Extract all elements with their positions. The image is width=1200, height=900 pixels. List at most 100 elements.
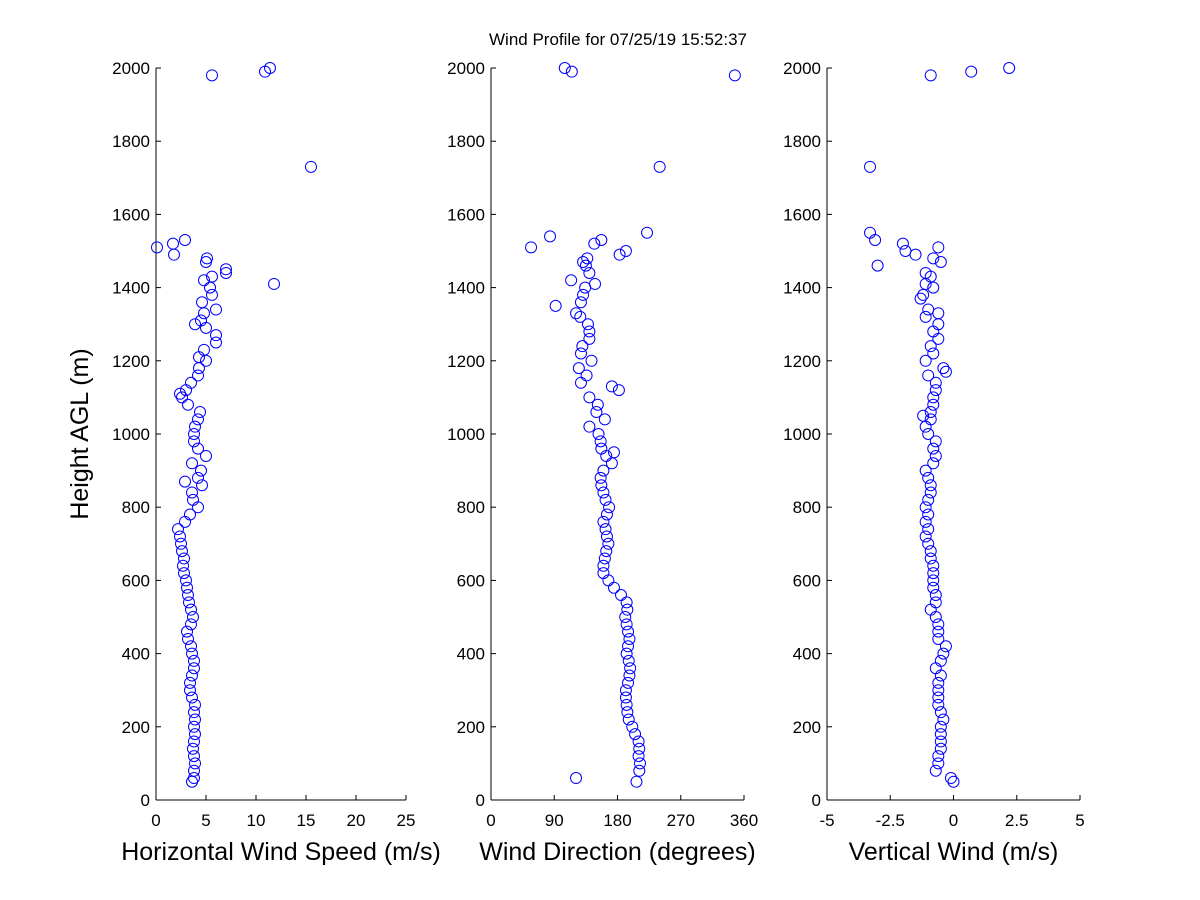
data-point [188,654,200,667]
data-point [605,380,618,393]
data-point [220,263,232,276]
x-tick-label: 360 [730,811,758,830]
data-point [188,772,200,785]
data-point [210,303,222,316]
data-point [577,255,590,268]
data-point [600,530,613,543]
data-point [600,545,613,558]
data-point [268,277,280,290]
data-point [929,384,942,397]
data-point [622,676,635,689]
data-point [591,398,604,411]
data-point [919,310,932,323]
y-tick-label: 1600 [447,205,485,224]
data-point [619,611,632,623]
y-tick-label: 800 [457,498,485,517]
data-point [633,757,646,770]
data-point [583,332,596,345]
data-point [179,475,191,488]
y-tick-label: 200 [793,718,821,737]
y-tick-label: 400 [793,645,821,664]
data-point [932,691,945,704]
data-point [603,501,616,514]
y-tick-label: 1000 [112,425,150,444]
data-point [187,611,199,623]
data-point [597,464,610,477]
data-point [574,310,587,323]
data-point [919,530,932,543]
x-tick-label: -2.5 [876,811,905,830]
data-point [572,362,585,375]
data-point [932,698,945,711]
data-point [195,314,207,327]
data-point [189,728,201,741]
data-point [184,676,196,689]
data-point [598,552,611,565]
data-point [583,391,596,404]
data-point [192,369,204,382]
data-point [633,764,646,777]
data-point [186,647,198,660]
data-point [633,742,646,755]
x-tick-label: 5 [1075,811,1084,830]
x-tick-label: -5 [819,811,834,830]
data-point [188,720,200,733]
data-point [919,354,932,367]
y-tick-label: 1200 [783,352,821,371]
data-point [525,241,538,254]
data-point [198,343,210,356]
data-point [932,632,945,645]
data-point [934,728,947,741]
data-point [178,567,190,580]
data-point [632,735,645,748]
y-tick-label: 0 [812,791,821,810]
data-point [192,442,204,455]
data-point [577,288,590,301]
data-point [580,369,593,382]
data-point [924,340,937,353]
data-point [206,270,218,283]
data-point [198,274,210,287]
y-tick-label: 1400 [447,279,485,298]
data-point [929,589,942,602]
data-point [622,640,635,653]
data-point [583,266,596,279]
data-point [594,435,607,448]
data-point [922,508,935,521]
y-tick-label: 1600 [783,205,821,224]
data-point [184,684,196,697]
data-point [623,669,636,682]
x-tick-label: 90 [545,811,564,830]
data-point [188,764,200,777]
data-point [621,706,634,719]
data-point [919,501,932,514]
data-point [597,559,610,572]
data-point [620,647,633,660]
data-point [600,508,613,521]
data-point [927,559,940,572]
data-point [175,537,187,550]
data-point [922,537,935,550]
data-point [185,640,197,653]
data-point [184,508,196,521]
data-point [187,493,199,506]
y-tick-label: 1800 [112,132,150,151]
data-point [167,237,179,250]
data-point [188,662,200,675]
data-point [641,226,654,239]
data-point [864,226,877,239]
data-point [182,398,194,411]
data-point [934,720,947,733]
data-point [574,296,587,309]
data-point [180,574,192,587]
y-tick-label: 400 [122,645,150,664]
data-point [927,398,940,411]
x-axis-label: Wind Direction (degrees) [479,838,756,866]
data-point [189,757,201,770]
data-point [194,406,206,419]
y-tick-label: 1400 [112,279,150,298]
data-point [922,493,935,506]
data-point [200,449,212,462]
x-tick-label: 180 [603,811,631,830]
